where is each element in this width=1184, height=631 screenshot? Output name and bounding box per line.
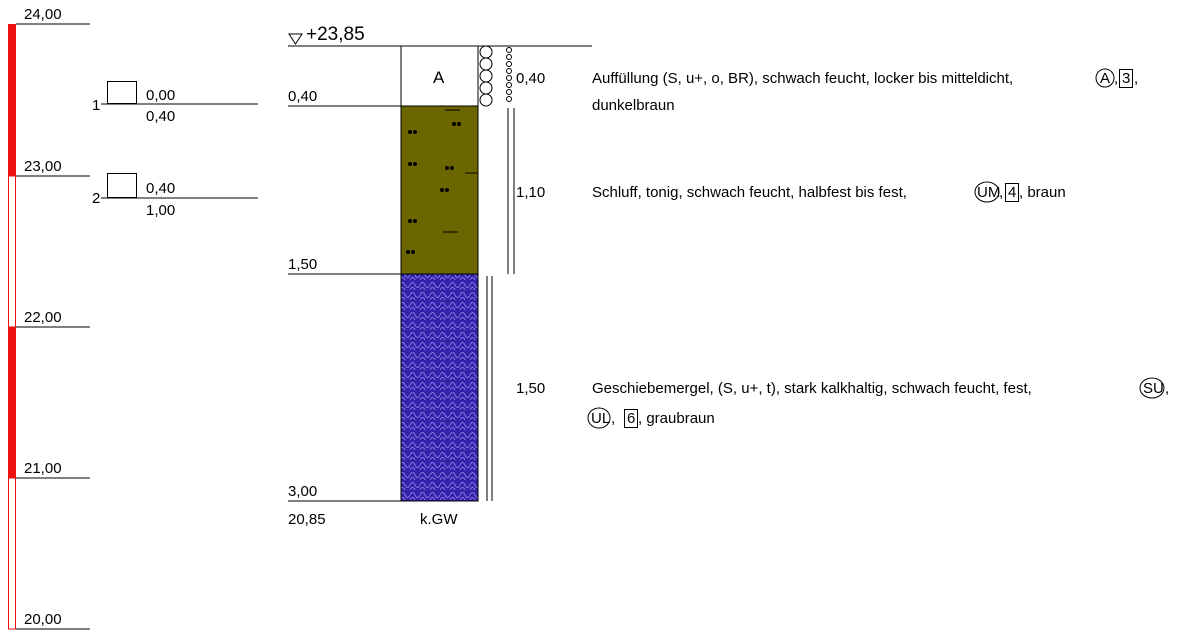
soil-group-circle xyxy=(974,181,1000,203)
layer-thickness: 1,10 xyxy=(516,184,545,201)
groundwater-note: k.GW xyxy=(420,511,458,528)
soil-group-label: A xyxy=(1100,70,1110,87)
sample-bottom-depth: 0,40 xyxy=(146,108,175,125)
layer-thickness-markers xyxy=(479,45,515,501)
scale-segment-filled xyxy=(8,327,16,478)
scale-segment-filled xyxy=(8,24,16,176)
water-level-triangle-icon xyxy=(288,33,303,45)
depth-markers: 0,40 1,50 3,00 20,85 k.GW xyxy=(288,88,458,528)
layer-silt xyxy=(400,105,479,275)
soil-class-label: 3 xyxy=(1122,70,1130,87)
soil-group-label: SU xyxy=(1143,380,1164,397)
desc-separator: , xyxy=(611,410,615,427)
gravel-symbol xyxy=(479,81,493,95)
gravel-symbol xyxy=(479,57,493,71)
soil-group-circle xyxy=(587,407,611,429)
ground-level-elevation: +23,85 xyxy=(306,24,365,45)
svg-text:Auffüllung (S, u+, o, BR), sch: Auffüllung (S, u+, o, BR), schwach feuch… xyxy=(592,70,1013,87)
scale-label: 22,00 xyxy=(24,309,62,326)
layer-description-3: Geschiebemergel, (S, u+, t), stark kalkh… xyxy=(587,377,1169,429)
depth-label: 1,50 xyxy=(288,256,317,273)
sample-bottom-depth: 1,00 xyxy=(146,202,175,219)
sample-box xyxy=(107,81,137,104)
soil-class-label: 4 xyxy=(1008,184,1016,201)
layer-thickness: 1,50 xyxy=(516,380,545,397)
soil-group-label: UL xyxy=(591,410,610,427)
desc-text: Geschiebemergel, (S, u+, t), stark kalkh… xyxy=(592,380,1032,397)
scale-label: 23,00 xyxy=(24,158,62,175)
desc-separator: , xyxy=(1134,70,1138,87)
layer-fill xyxy=(400,45,479,107)
elevation-scale: 24,00 23,00 22,00 21,00 20,00 xyxy=(8,6,90,630)
layer-description-2: Schluff, tonig, schwach feucht, halbfest… xyxy=(592,181,1066,203)
silt-pattern xyxy=(406,109,477,254)
desc-text: Auffüllung (S, u+, o, BR), schwach feuch… xyxy=(592,70,1013,87)
depth-label: 0,40 xyxy=(288,88,317,105)
scale-segment-open xyxy=(8,175,16,328)
sample-number: 2 xyxy=(92,190,100,207)
soil-class-box xyxy=(1005,183,1019,202)
layer-description-1: Auffüllung (S, u+, o, BR), schwach feuch… xyxy=(592,68,1138,114)
gravel-symbol xyxy=(479,69,493,83)
sample-top-depth: 0,40 xyxy=(146,180,175,197)
desc-separator: , xyxy=(1114,70,1118,87)
desc-separator: , xyxy=(1165,380,1169,397)
ground-level-marker: +23,85 xyxy=(288,24,592,47)
soil-group-label: UM xyxy=(977,184,1000,201)
layer-till xyxy=(400,273,479,502)
desc-text: , graubraun xyxy=(638,410,715,427)
desc-text: dunkelbraun xyxy=(592,97,675,114)
base-elevation: 20,85 xyxy=(288,511,326,528)
fill-symbol: A xyxy=(433,68,445,87)
gravel-symbol xyxy=(479,93,493,107)
soil-class-box xyxy=(624,409,638,428)
sample-2: 2 0,40 1,00 xyxy=(92,173,258,219)
desc-separator: , xyxy=(999,184,1003,201)
soil-group-circle xyxy=(1095,68,1115,88)
soil-class-label: 6 xyxy=(627,410,635,427)
scale-label: 24,00 xyxy=(24,6,62,23)
gravel-symbol xyxy=(479,45,493,59)
soil-class-box xyxy=(1119,69,1133,88)
desc-text: , braun xyxy=(1019,184,1066,201)
soil-column: A xyxy=(400,45,479,502)
scale-segment-open xyxy=(8,477,16,630)
sample-top-depth: 0,00 xyxy=(146,87,175,104)
sample-1: 1 0,00 0,40 xyxy=(92,81,258,125)
depth-label: 3,00 xyxy=(288,483,317,500)
scale-label: 20,00 xyxy=(24,611,62,628)
desc-text: Schluff, tonig, schwach feucht, halbfest… xyxy=(592,184,907,201)
soil-group-circle xyxy=(1139,377,1165,399)
layer-thickness: 0,40 xyxy=(516,70,545,87)
scale-label: 21,00 xyxy=(24,460,62,477)
sample-box xyxy=(107,173,137,198)
sample-number: 1 xyxy=(92,97,100,114)
